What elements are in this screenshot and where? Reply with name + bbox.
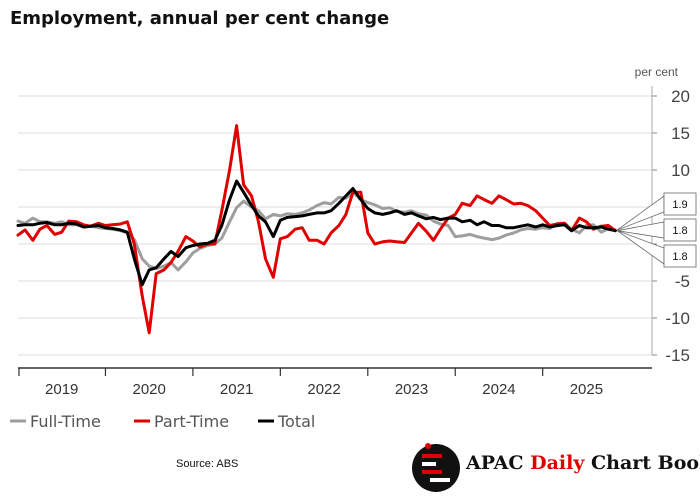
series-lines xyxy=(16,124,617,335)
y-tick-label: -15 xyxy=(665,346,690,365)
x-tick-label: 2022 xyxy=(307,381,340,398)
x-tick-label: 2023 xyxy=(395,381,428,398)
end-label-value: 1.8 xyxy=(672,225,687,237)
y-tick-label: 20 xyxy=(671,87,690,106)
brand-logo: APAC Daily Chart Book xyxy=(408,438,700,494)
brand-name: APAC Daily Chart Book xyxy=(466,452,700,474)
brand-part-daily: Daily xyxy=(530,452,585,474)
source-note: Source: ABS xyxy=(176,458,239,470)
x-tick-label: 2021 xyxy=(220,381,253,398)
end-label-box xyxy=(663,244,697,268)
series-line-total xyxy=(16,179,617,287)
end-label-value: 1.8 xyxy=(672,251,687,263)
y-tick-label: 15 xyxy=(671,124,690,143)
brand-part-apac: APAC xyxy=(466,452,524,474)
end-label-value: 1.9 xyxy=(672,199,687,211)
line-chart: 2019 2020 2021 2022 2023 2024 2025 -15 -10 -5 10 1… xyxy=(10,65,697,431)
y-axis: -15 -10 -5 10 15 20 xyxy=(651,86,690,365)
x-tick-label: 2019 xyxy=(45,381,78,398)
x-tick-label: 2020 xyxy=(132,381,165,398)
legend-label: Part-Time xyxy=(154,412,229,431)
end-labels: 1.9 1.8 1.8 xyxy=(617,192,697,268)
series-line-part-time xyxy=(16,124,617,335)
y-axis-unit-label: per cent xyxy=(635,65,679,79)
y-tick-label: -10 xyxy=(665,309,690,328)
x-tick-label: 2024 xyxy=(482,381,515,398)
end-label-box xyxy=(663,192,697,216)
brand-part-chart-book: Chart Book xyxy=(591,452,700,474)
y-tick-label: -5 xyxy=(675,272,690,291)
x-tick-label: 2025 xyxy=(570,381,603,398)
legend: Full-Time Part-Time Total xyxy=(10,412,315,431)
chart-title: Employment, annual per cent change xyxy=(10,8,390,29)
end-label-box xyxy=(663,218,697,242)
legend-label: Total xyxy=(277,412,315,431)
x-axis: 2019 2020 2021 2022 2023 2024 2025 xyxy=(18,367,652,398)
y-tick-label: 10 xyxy=(671,161,690,180)
legend-label: Full-Time xyxy=(30,412,101,431)
apac-logo-icon xyxy=(412,443,460,492)
